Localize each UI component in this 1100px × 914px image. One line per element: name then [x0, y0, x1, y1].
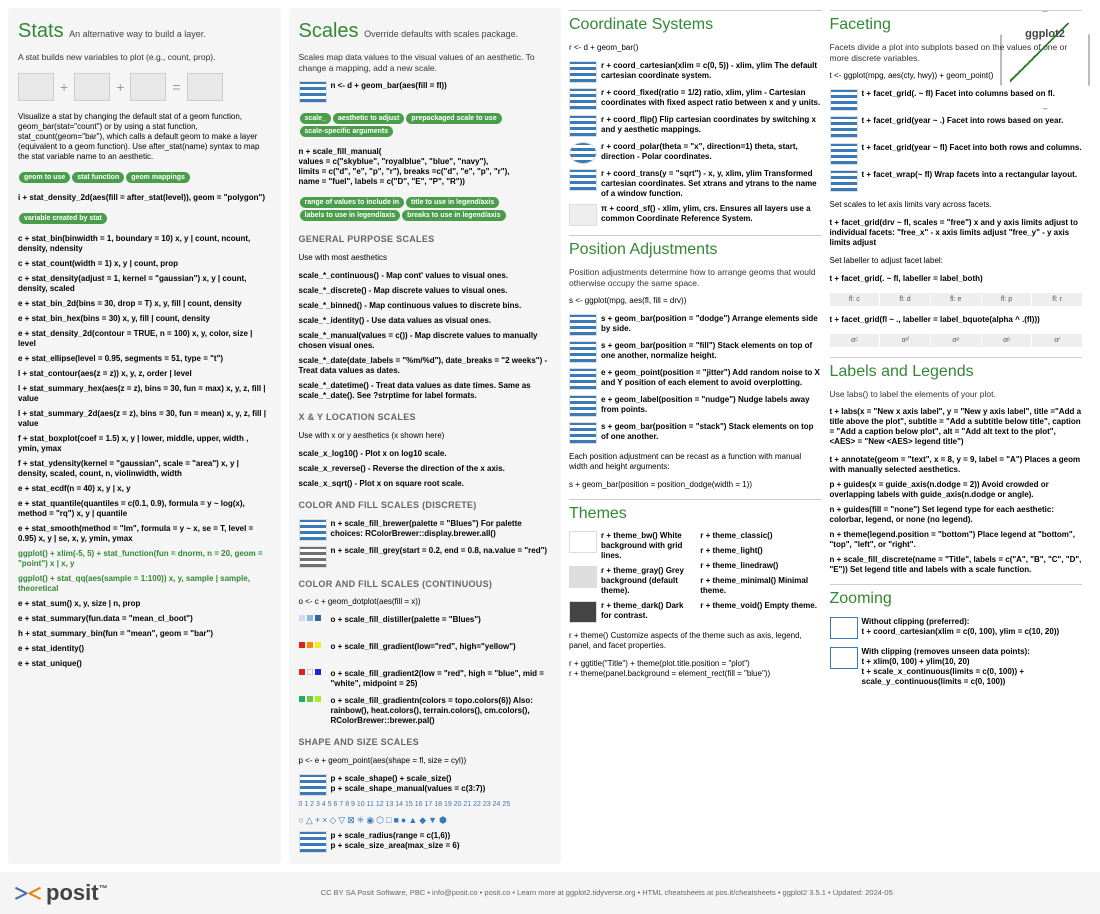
stats-intro: A stat builds new variables to plot (e.g…	[18, 52, 271, 63]
footer-text: CC BY SA Posit Software, PBC • info@posi…	[128, 888, 1086, 897]
scales-column: Scales Override defaults with scales pac…	[289, 8, 562, 864]
coord-column: Coordinate Systems r <- d + geom_bar() r…	[569, 8, 822, 864]
facet-strip-2: αᶜαᵈαᵉαᵖαʳ	[830, 334, 1083, 347]
stats-tags-code: i + stat_density_2d(aes(fill = after_sta…	[18, 193, 265, 202]
facet-column: Faceting Facets divide a plot into subpl…	[830, 8, 1093, 864]
stats-tags-row1: geom to usestat functiongeom mappings	[18, 171, 271, 184]
stats-desc: Visualize a stat by changing the default…	[18, 112, 271, 162]
stats-tag-variable: variable created by stat	[19, 213, 107, 224]
page-footer: posit™ CC BY SA Posit Software, PBC • in…	[0, 872, 1100, 914]
stats-column: Stats An alternative way to build a laye…	[8, 8, 281, 864]
stats-pipeline: ++=	[18, 73, 271, 101]
stats-items: c + stat_bin(binwidth = 1, boundary = 10…	[18, 233, 271, 670]
bar-icon	[299, 81, 327, 103]
posit-logo: posit™	[14, 880, 108, 906]
stats-title: Stats An alternative way to build a laye…	[18, 18, 271, 44]
facet-strip-1: fl: cfl: dfl: efl: pfl: r	[830, 293, 1083, 306]
posit-icon	[14, 883, 42, 905]
